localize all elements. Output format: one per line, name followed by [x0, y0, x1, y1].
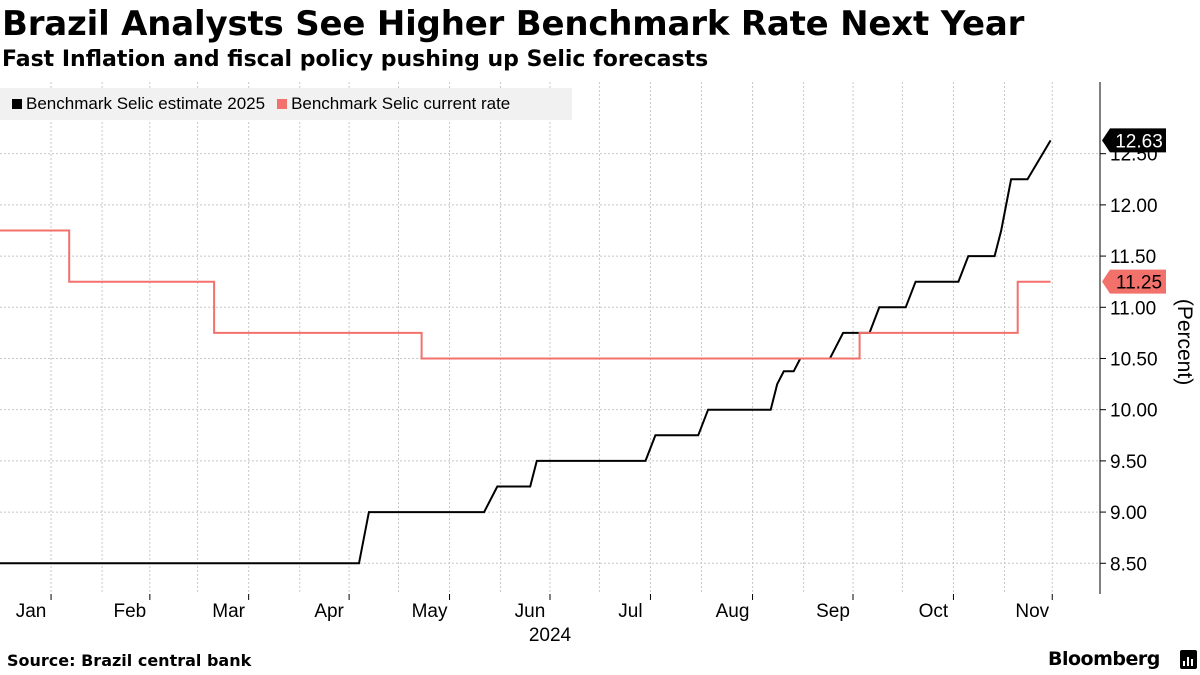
legend: Benchmark Selic estimate 2025 Benchmark … — [0, 88, 572, 120]
legend-label-estimate: Benchmark Selic estimate 2025 — [26, 94, 266, 113]
chart-title: Brazil Analysts See Higher Benchmark Rat… — [2, 4, 1025, 44]
end-value-tag-1 — [1102, 269, 1166, 294]
x-tick-label: Feb — [113, 601, 146, 622]
x-tick-label: Apr — [314, 601, 344, 622]
end-value-tag-0 — [1102, 128, 1166, 153]
x-tick-label: Jan — [16, 601, 47, 622]
series-lines — [0, 139, 1052, 565]
x-tick-label: Mar — [212, 601, 245, 622]
x-tick-label: Oct — [919, 601, 949, 622]
x-tick-label: Nov — [1015, 601, 1049, 622]
y-axis-title: (Percent) — [1173, 299, 1196, 385]
legend-swatch-current — [277, 99, 288, 109]
series-line-0 — [0, 139, 1052, 565]
x-tick-label: Sep — [816, 601, 850, 622]
gridlines — [0, 82, 1100, 594]
end-value-label-0: 12.63 — [1115, 131, 1163, 152]
y-tick-label: 12.00 — [1110, 196, 1158, 217]
y-tick-label: 8.50 — [1110, 554, 1147, 575]
series-line-1 — [0, 229, 1051, 360]
end-value-label-1: 11.25 — [1116, 273, 1162, 294]
y-tick-label: 11.50 — [1110, 247, 1156, 268]
x-axis-title: 2024 — [529, 625, 572, 646]
legend-item-estimate: Benchmark Selic estimate 2025 — [12, 94, 265, 114]
y-tick-label: 9.00 — [1110, 503, 1147, 524]
bloomberg-chart-icon — [1180, 650, 1197, 669]
legend-item-current: Benchmark Selic current rate — [277, 94, 510, 114]
x-tick-label: Aug — [716, 601, 750, 622]
x-tick-label: Jul — [618, 601, 642, 622]
bloomberg-logo: Bloomberg — [1048, 648, 1160, 670]
y-tick-label: 10.50 — [1110, 349, 1158, 370]
y-tick-label: 10.00 — [1110, 401, 1158, 422]
chart-subtitle: Fast Inflation and fiscal policy pushing… — [2, 47, 709, 72]
source-note: Source: Brazil central bank — [7, 651, 252, 670]
legend-label-current: Benchmark Selic current rate — [291, 94, 511, 113]
x-tick-label: Jun — [515, 601, 546, 622]
y-tick-label: 11.00 — [1110, 298, 1156, 319]
y-tick-label: 9.50 — [1110, 452, 1147, 473]
legend-swatch-estimate — [12, 99, 22, 109]
x-tick-label: May — [412, 601, 448, 622]
axes: 8.50 9.00 9.50 10.00 10.50 11.00 11.50 12.00 12.… — [16, 82, 1196, 646]
